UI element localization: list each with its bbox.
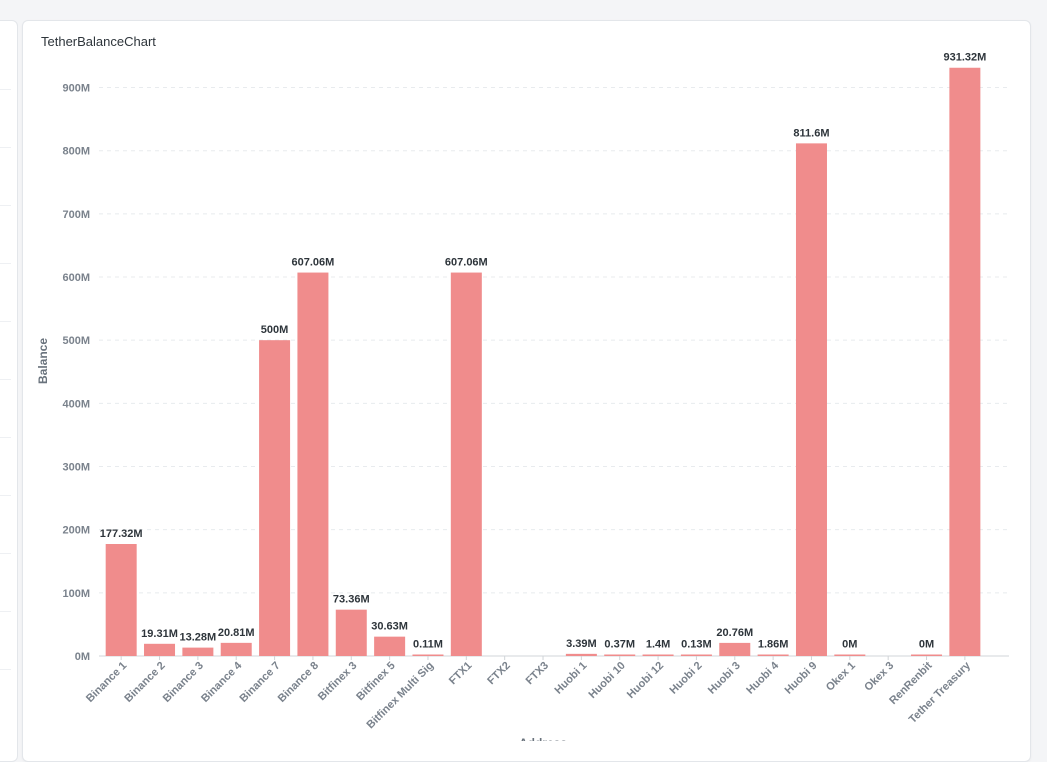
bar — [259, 340, 291, 656]
bar — [680, 654, 712, 656]
y-tick-label: 600M — [62, 272, 90, 284]
x-tick-label: Huobi 3 — [706, 660, 743, 697]
data-label: 607.06M — [292, 257, 335, 269]
x-tick-label: Huobi 9 — [783, 660, 820, 697]
data-label: 1.4M — [646, 639, 670, 651]
bar — [949, 67, 981, 657]
data-label: 20.81M — [218, 627, 255, 639]
data-label: 20.76M — [716, 627, 753, 639]
x-tick-label: Binance 1 — [84, 660, 129, 705]
x-tick-label: FTX1 — [447, 660, 475, 688]
y-tick-label: 300M — [62, 462, 90, 474]
chart-title: TetherBalanceChart — [41, 34, 156, 49]
left-panel-row — [0, 553, 11, 554]
data-label: 0M — [919, 639, 934, 651]
bar — [144, 643, 176, 656]
data-label: 0.11M — [413, 639, 443, 651]
bar — [450, 272, 482, 656]
y-tick-label: 700M — [62, 209, 90, 221]
left-panel-row — [0, 205, 11, 206]
data-label: 30.63M — [371, 621, 408, 633]
bar — [335, 609, 367, 656]
bar — [297, 272, 329, 656]
x-tick-label: Bitfinex 3 — [316, 660, 359, 703]
x-tick-label: Huobi 12 — [625, 660, 666, 701]
x-tick-label: FTX2 — [485, 660, 513, 688]
x-axis-label: Address — [519, 736, 567, 741]
bar — [105, 543, 137, 656]
left-panel-row — [0, 495, 11, 496]
x-tick-label: Binance 7 — [237, 660, 282, 705]
bar — [795, 143, 827, 656]
x-tick-label: Okex 1 — [824, 660, 858, 694]
bar-chart: 0M 100M 200M 300M 400M 500M 600M 700M 800M 900M Ba… — [36, 52, 1009, 741]
data-label: 177.32M — [100, 528, 143, 540]
bar — [220, 642, 252, 656]
bar — [911, 654, 943, 656]
left-panel-row — [0, 147, 11, 148]
bar — [604, 654, 636, 656]
x-tick-label: Okex 3 — [862, 660, 896, 694]
data-label: 19.31M — [141, 628, 178, 640]
data-label: 0.37M — [604, 639, 635, 651]
y-tick-label: 400M — [62, 398, 90, 410]
x-tick-label: Huobi 1 — [552, 660, 589, 697]
y-axis-label: Balance — [36, 338, 50, 384]
left-panel-row — [0, 263, 11, 264]
y-tick-label: 0M — [75, 651, 90, 663]
data-label: 3.39M — [566, 638, 597, 650]
x-tick-label: Huobi 10 — [587, 660, 628, 701]
left-panel-row — [0, 669, 11, 670]
left-panel-row — [0, 89, 11, 90]
bar — [374, 636, 406, 656]
left-panel — [0, 20, 18, 762]
y-tick-label: 100M — [62, 588, 90, 600]
x-tick-label: Binance 2 — [122, 660, 167, 705]
left-panel-row — [0, 379, 11, 380]
data-label: 811.6M — [793, 127, 829, 139]
y-tick-label: 900M — [62, 83, 90, 95]
y-tick-label: 500M — [62, 335, 90, 347]
y-tick-label: 800M — [62, 146, 90, 158]
data-label: 0.13M — [681, 639, 712, 651]
bar — [642, 654, 674, 656]
data-label: 73.36M — [333, 594, 370, 606]
data-label: 931.32M — [943, 52, 986, 64]
x-tick-label: FTX3 — [524, 660, 552, 688]
data-label: 13.28M — [180, 632, 217, 644]
data-label: 0M — [842, 639, 857, 651]
bar — [182, 647, 214, 656]
x-tick-label: Binance 3 — [161, 660, 206, 705]
bar — [412, 654, 444, 656]
bar — [719, 642, 751, 656]
data-label: 1.86M — [758, 639, 789, 651]
data-label: 500M — [261, 324, 289, 336]
left-panel-row — [0, 321, 11, 322]
x-tick-label: Huobi 4 — [744, 659, 782, 697]
x-tick-label: Huobi 2 — [668, 660, 705, 697]
bar — [565, 653, 597, 656]
bar — [757, 654, 789, 656]
chart-card: TetherBalanceChart 0M 100M 200M 300M 400M 500… — [22, 20, 1031, 762]
x-tick-label: Bitfinex Multi Sig — [365, 660, 437, 732]
data-label: 607.06M — [445, 257, 488, 269]
bar — [834, 654, 866, 656]
left-panel-row — [0, 437, 11, 438]
y-tick-label: 200M — [62, 525, 90, 537]
x-tick-label: Binance 8 — [276, 660, 321, 705]
left-panel-row — [0, 611, 11, 612]
